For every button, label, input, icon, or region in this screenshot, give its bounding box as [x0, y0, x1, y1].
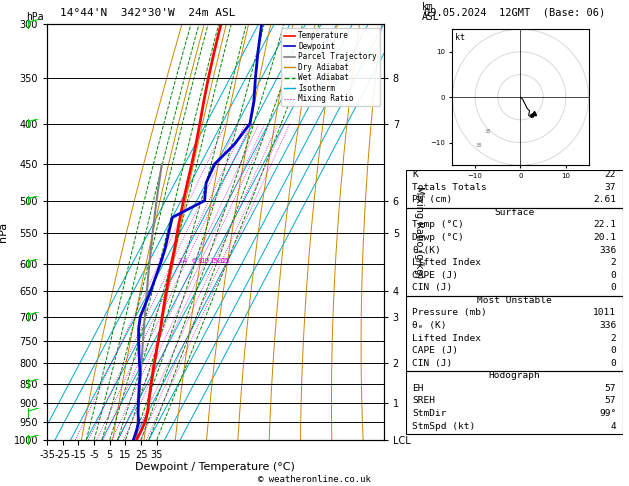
Text: Lifted Index: Lifted Index — [412, 258, 481, 267]
Text: CIN (J): CIN (J) — [412, 359, 452, 368]
Text: θₑ (K): θₑ (K) — [412, 321, 447, 330]
Text: Hodograph: Hodograph — [488, 371, 540, 380]
Text: CAPE (J): CAPE (J) — [412, 271, 458, 279]
Text: © weatheronline.co.uk: © weatheronline.co.uk — [258, 474, 371, 484]
X-axis label: Dewpoint / Temperature (°C): Dewpoint / Temperature (°C) — [135, 462, 296, 472]
Text: 4: 4 — [183, 258, 187, 263]
Legend: Temperature, Dewpoint, Parcel Trajectory, Dry Adiabat, Wet Adiabat, Isotherm, Mi: Temperature, Dewpoint, Parcel Trajectory… — [281, 28, 380, 106]
Text: K: K — [412, 170, 418, 179]
Y-axis label: hPa: hPa — [0, 222, 8, 242]
Text: 0: 0 — [611, 283, 616, 292]
Text: 336: 336 — [599, 321, 616, 330]
Text: 14°44'N  342°30'W  24m ASL: 14°44'N 342°30'W 24m ASL — [60, 8, 235, 18]
Text: 8: 8 — [198, 258, 202, 263]
Text: hPa: hPa — [26, 12, 44, 22]
Text: 3: 3 — [177, 258, 182, 263]
Text: 1: 1 — [157, 258, 161, 263]
Text: Pressure (mb): Pressure (mb) — [412, 309, 487, 317]
Text: 4: 4 — [611, 421, 616, 431]
Text: 20.1: 20.1 — [593, 233, 616, 242]
Text: 25: 25 — [221, 258, 230, 263]
Bar — [406, 371, 623, 434]
Bar — [406, 170, 623, 208]
Text: 6: 6 — [191, 258, 196, 263]
Text: StmDir: StmDir — [412, 409, 447, 418]
Text: Temp (°C): Temp (°C) — [412, 220, 464, 229]
Text: CAPE (J): CAPE (J) — [412, 346, 458, 355]
Text: StmSpd (kt): StmSpd (kt) — [412, 421, 476, 431]
Text: 57: 57 — [604, 384, 616, 393]
Text: 09.05.2024  12GMT  (Base: 06): 09.05.2024 12GMT (Base: 06) — [423, 7, 605, 17]
Text: 0: 0 — [611, 359, 616, 368]
Text: SREH: SREH — [412, 397, 435, 405]
Text: 1011: 1011 — [593, 309, 616, 317]
Text: 20: 20 — [216, 258, 225, 263]
Text: 15: 15 — [209, 258, 218, 263]
Text: 22: 22 — [604, 170, 616, 179]
Text: EH: EH — [412, 384, 424, 393]
Text: 0: 0 — [611, 346, 616, 355]
Text: CIN (J): CIN (J) — [412, 283, 452, 292]
Text: 37: 37 — [604, 183, 616, 191]
Text: 2: 2 — [611, 258, 616, 267]
Text: kt: kt — [455, 33, 465, 42]
Text: Most Unstable: Most Unstable — [477, 296, 552, 305]
Text: Totals Totals: Totals Totals — [412, 183, 487, 191]
Text: 10: 10 — [200, 258, 209, 263]
Text: 2: 2 — [611, 333, 616, 343]
Text: Dewp (°C): Dewp (°C) — [412, 233, 464, 242]
Text: 99°: 99° — [599, 409, 616, 418]
Text: 57: 57 — [604, 397, 616, 405]
Text: θₑ(K): θₑ(K) — [412, 245, 441, 255]
Text: 336: 336 — [599, 245, 616, 255]
Text: 38: 38 — [484, 129, 491, 135]
Text: km
ASL: km ASL — [421, 2, 439, 22]
Text: PW (cm): PW (cm) — [412, 195, 452, 204]
Text: 2: 2 — [169, 258, 174, 263]
Text: Lifted Index: Lifted Index — [412, 333, 481, 343]
Text: 2.61: 2.61 — [593, 195, 616, 204]
Y-axis label: Mixing Ratio (g/kg): Mixing Ratio (g/kg) — [415, 186, 425, 278]
Text: 38: 38 — [475, 143, 482, 148]
Text: 22.1: 22.1 — [593, 220, 616, 229]
Text: Surface: Surface — [494, 208, 534, 217]
Bar — [406, 296, 623, 371]
Bar — [406, 208, 623, 296]
Text: 0: 0 — [611, 271, 616, 279]
